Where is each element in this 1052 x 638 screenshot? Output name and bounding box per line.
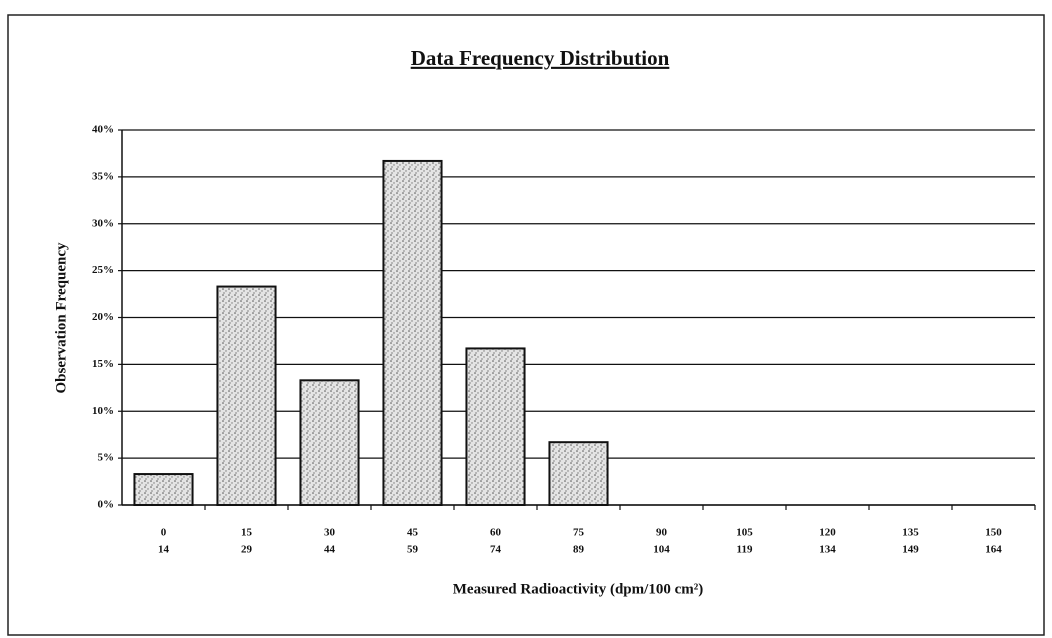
y-tick-label: 40% <box>92 124 114 136</box>
x-tick-label: 14 <box>158 544 170 556</box>
x-tick-label: 44 <box>324 544 336 556</box>
x-tick-label: 90 <box>656 527 668 539</box>
frame <box>7 14 1045 636</box>
x-tick-label: 104 <box>653 544 670 556</box>
x-tick-label: 120 <box>819 527 836 539</box>
bar <box>382 159 443 506</box>
x-tick-label: 134 <box>819 544 836 556</box>
x-tick-label: 135 <box>902 527 919 539</box>
y-tick-label: 30% <box>92 217 114 229</box>
y-tick-label: 0% <box>98 499 115 511</box>
x-tick-label: 30 <box>324 527 336 539</box>
x-tick-label: 149 <box>902 544 919 556</box>
x-tick-label: 119 <box>737 544 753 556</box>
bar <box>216 285 277 506</box>
x-tick-label: 59 <box>407 544 419 556</box>
y-tick-label: 5% <box>98 452 115 464</box>
x-tick-label: 29 <box>241 544 253 556</box>
x-tick-label: 15 <box>241 527 253 539</box>
chart-title: Data Frequency Distribution <box>411 46 670 70</box>
y-tick-label: 15% <box>92 358 114 370</box>
bar <box>299 379 360 506</box>
y-tick-label: 35% <box>92 170 114 182</box>
y-tick-label: 20% <box>92 311 114 323</box>
y-tick-label: 25% <box>92 264 114 276</box>
x-tick-label: 60 <box>490 527 502 539</box>
bar <box>548 441 609 506</box>
x-tick-label: 74 <box>490 544 502 556</box>
bar <box>133 473 194 506</box>
x-tick-label: 89 <box>573 544 585 556</box>
x-tick-label: 105 <box>736 527 753 539</box>
y-tick-label: 10% <box>92 405 114 417</box>
x-tick-label: 45 <box>407 527 419 539</box>
x-tick-label: 150 <box>985 527 1002 539</box>
bar <box>465 347 526 506</box>
x-axis-title: Measured Radioactivity (dpm/100 cm²) <box>453 581 703 597</box>
x-tick-label: 0 <box>161 527 167 539</box>
y-axis-title: Observation Frequency <box>53 242 69 393</box>
x-tick-label: 75 <box>573 527 585 539</box>
x-tick-label: 164 <box>985 544 1002 556</box>
